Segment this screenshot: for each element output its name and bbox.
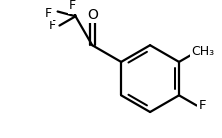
Text: F: F xyxy=(48,19,56,32)
Text: F: F xyxy=(45,7,52,20)
Text: F: F xyxy=(69,0,76,12)
Text: F: F xyxy=(198,99,206,112)
Text: O: O xyxy=(87,8,98,22)
Text: CH₃: CH₃ xyxy=(192,45,215,58)
